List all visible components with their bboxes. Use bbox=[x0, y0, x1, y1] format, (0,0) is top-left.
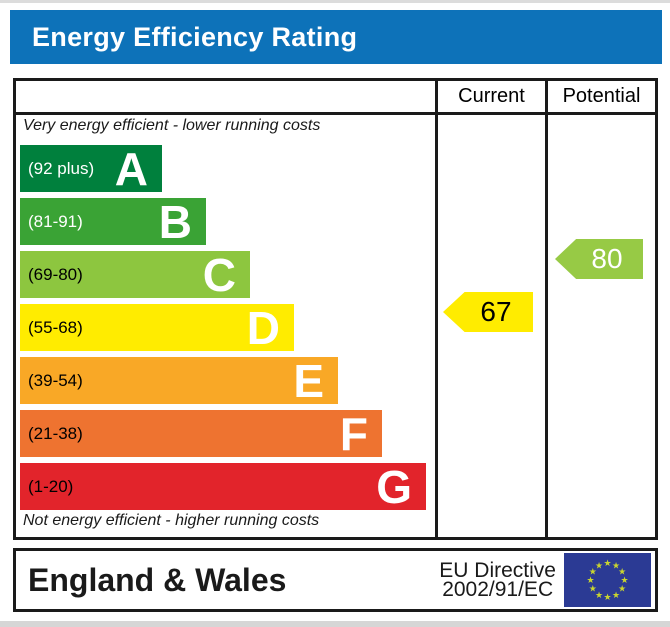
eu-directive-line1: EU Directive bbox=[439, 559, 556, 582]
eu-flag-star: ★ bbox=[603, 592, 611, 602]
eu-directive-label: EU Directive 2002/91/EC bbox=[439, 559, 556, 601]
eu-flag-star: ★ bbox=[620, 575, 628, 585]
band-range-label: (1-20) bbox=[28, 476, 74, 496]
chart-title-bar: Energy Efficiency Rating bbox=[10, 10, 662, 64]
band-a: (92 plus) A bbox=[20, 145, 162, 192]
band-range-label: (39-54) bbox=[28, 370, 83, 390]
band-range-label: (69-80) bbox=[28, 264, 83, 284]
potential-rating-arrow: 80 bbox=[555, 239, 643, 279]
eu-flag-field bbox=[564, 553, 651, 607]
band-c: (69-80) C bbox=[20, 251, 250, 298]
chart-title: Energy Efficiency Rating bbox=[32, 21, 358, 52]
eu-flag-star: ★ bbox=[586, 575, 594, 585]
eu-flag-star: ★ bbox=[595, 561, 603, 571]
eu-flag-star: ★ bbox=[589, 584, 597, 594]
eu-flag-icon: ★ ★★★★★★★★★★★ bbox=[564, 553, 651, 607]
column-header-potential: Potential bbox=[562, 85, 641, 107]
band-range-label: (21-38) bbox=[28, 423, 83, 443]
band-range-label: (81-91) bbox=[28, 211, 83, 231]
column-divider-potential bbox=[545, 81, 548, 537]
column-divider-current bbox=[435, 81, 438, 537]
bottom-caption: Not energy efficient - higher running co… bbox=[23, 512, 320, 529]
eu-flag-star: ★ bbox=[612, 590, 620, 600]
band-letter: D bbox=[246, 301, 280, 354]
footer-bar: England & Wales EU Directive 2002/91/EC … bbox=[13, 548, 658, 612]
band-g: (1-20) G bbox=[20, 463, 426, 510]
top-caption: Very energy efficient - lower running co… bbox=[23, 117, 321, 134]
rating-table: Current Potential Very energy efficient … bbox=[13, 78, 658, 540]
band-f: (21-38) F bbox=[20, 410, 382, 457]
current-rating-value: 67 bbox=[480, 296, 512, 327]
eu-flag-star: ★ bbox=[618, 584, 626, 594]
band-letter: G bbox=[376, 460, 412, 513]
band-letter: C bbox=[202, 248, 236, 301]
band-b: (81-91) B bbox=[20, 198, 206, 245]
band-d: (55-68) D bbox=[20, 304, 294, 351]
current-rating-arrow: 67 bbox=[443, 292, 533, 332]
band-range-label: (55-68) bbox=[28, 317, 83, 337]
band-letter: B bbox=[158, 195, 192, 248]
eu-flag-star: ★ bbox=[589, 567, 597, 577]
eu-flag-star: ★ bbox=[595, 590, 603, 600]
header-underline bbox=[16, 112, 655, 115]
potential-rating-value: 80 bbox=[591, 243, 623, 274]
eu-flag-star: ★ bbox=[612, 561, 620, 571]
region-label: England & Wales bbox=[28, 561, 287, 598]
band-e: (39-54) E bbox=[20, 357, 338, 404]
eu-flag-star: ★ bbox=[618, 567, 626, 577]
band-range-label: (92 plus) bbox=[28, 158, 95, 178]
band-letter: F bbox=[339, 407, 368, 460]
band-letter: E bbox=[293, 354, 324, 407]
page-edge-bottom bbox=[0, 621, 670, 627]
eu-flag-star: ★ bbox=[603, 558, 611, 568]
band-letter: A bbox=[114, 142, 148, 195]
column-header-current: Current bbox=[458, 85, 525, 107]
eu-directive-line2: 2002/91/EC bbox=[442, 578, 554, 601]
page-edge-top bbox=[0, 0, 670, 3]
